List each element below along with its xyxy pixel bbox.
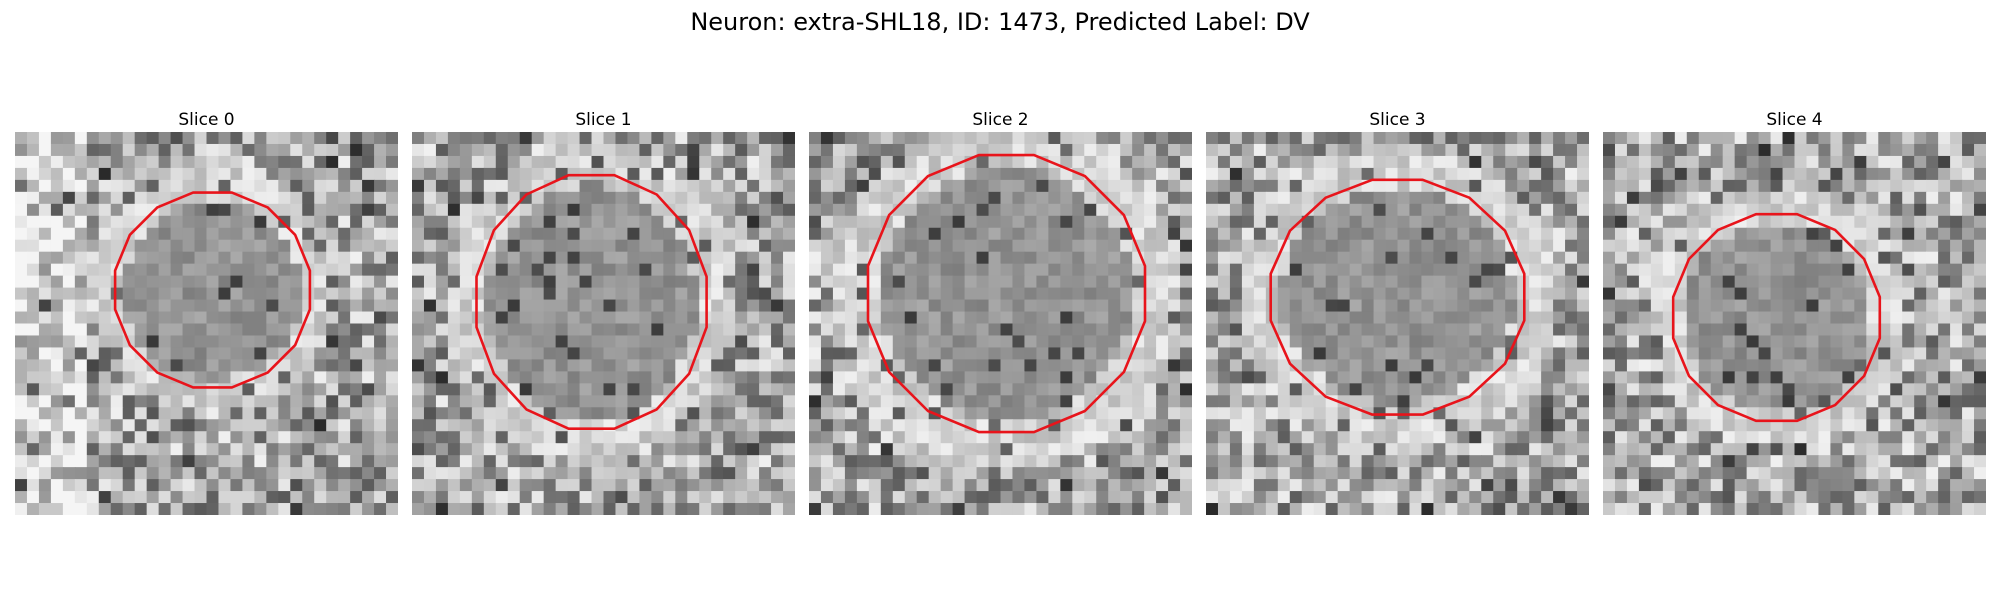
slice-title-0: Slice 0	[178, 110, 235, 130]
slice-panel-2: Slice 2	[809, 108, 1192, 515]
slice-panel-1: Slice 1	[412, 108, 795, 515]
slice-pixels-4	[1603, 132, 1986, 515]
slice-image-1	[412, 132, 795, 515]
slice-title-2: Slice 2	[972, 110, 1029, 130]
neuron-contour-0	[113, 191, 312, 389]
neuron-contour-2	[866, 153, 1147, 434]
neuron-contour-3	[1269, 178, 1526, 416]
figure-title: Neuron: extra-SHL18, ID: 1473, Predicted…	[690, 8, 1310, 36]
slice-title-1: Slice 1	[575, 110, 632, 130]
slice-panel-3: Slice 3	[1206, 108, 1589, 515]
slice-pixels-1	[412, 132, 795, 515]
slice-image-2	[809, 132, 1192, 515]
slice-title-4: Slice 4	[1766, 110, 1823, 130]
slice-title-3: Slice 3	[1369, 110, 1426, 130]
neuron-contour-4	[1671, 212, 1882, 423]
slice-panel-4: Slice 4	[1603, 108, 1986, 515]
slice-panel-0: Slice 0	[15, 108, 398, 515]
slice-image-4	[1603, 132, 1986, 515]
slice-image-0	[15, 132, 398, 515]
slice-image-3	[1206, 132, 1589, 515]
slice-pixels-2	[809, 132, 1192, 515]
slice-pixels-3	[1206, 132, 1589, 515]
slice-pixels-0	[15, 132, 398, 515]
neuron-contour-1	[475, 173, 708, 431]
